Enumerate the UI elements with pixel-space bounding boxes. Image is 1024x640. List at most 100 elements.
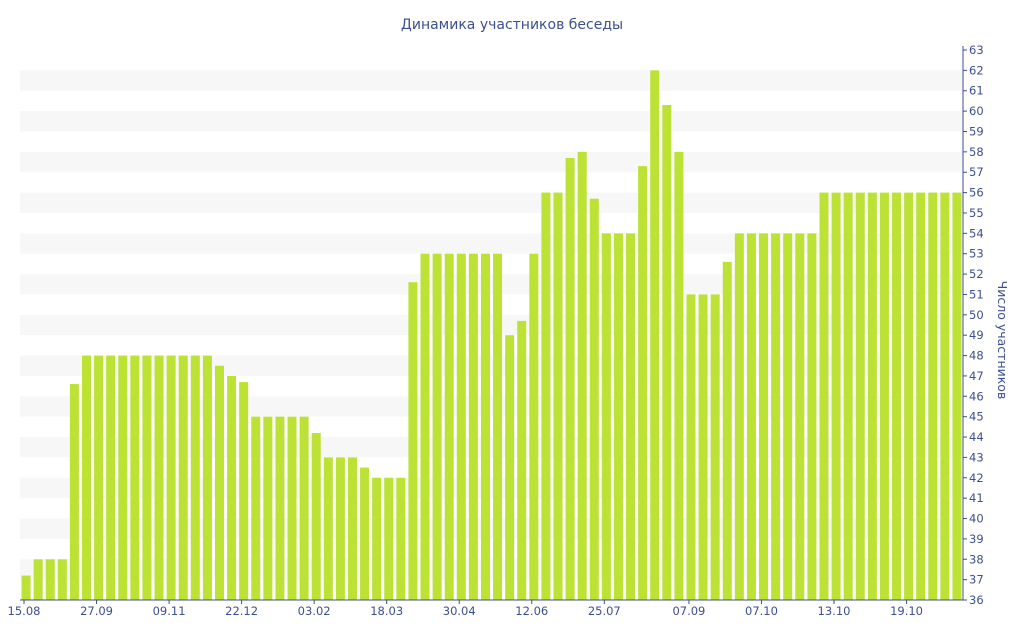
x-tick-label: 15.08	[8, 604, 41, 618]
bar	[57, 559, 67, 600]
bar	[45, 559, 55, 600]
bar	[892, 192, 902, 600]
y-tick-label: 52	[969, 267, 984, 281]
bar	[613, 233, 623, 601]
grid-band	[20, 151, 963, 173]
grid-band	[20, 70, 963, 91]
y-tick-label: 47	[969, 369, 984, 383]
bar	[553, 192, 563, 600]
bar	[819, 192, 829, 600]
grid-band	[20, 192, 963, 213]
bar	[867, 192, 877, 600]
y-tick-label: 38	[969, 552, 984, 566]
bar	[541, 192, 551, 600]
y-tick-label: 55	[969, 206, 984, 220]
y-tick-label: 50	[969, 308, 984, 322]
bar	[154, 355, 164, 600]
y-tick-label: 37	[969, 573, 984, 587]
bar	[263, 416, 273, 600]
y-tick-label: 40	[969, 512, 984, 526]
x-axis-ticks: 15.08 27.09 09.11 22.12 03.02 18.03 30.04 12.06…	[8, 600, 923, 618]
bar	[106, 355, 116, 600]
bar	[335, 457, 345, 600]
x-tick-label: 22.12	[225, 604, 258, 618]
bar	[69, 384, 79, 600]
x-tick-label: 07.09	[672, 604, 705, 618]
x-tick-label: 19.10	[890, 604, 923, 618]
x-tick-label: 18.03	[370, 604, 403, 618]
y-tick-label: 63	[969, 43, 984, 57]
bar	[202, 355, 212, 600]
bar	[759, 233, 769, 601]
y-tick-label: 59	[969, 124, 984, 138]
bar	[771, 233, 781, 601]
bar	[372, 477, 382, 600]
bar	[843, 192, 853, 600]
bar	[589, 198, 599, 600]
bar	[118, 355, 128, 600]
y-tick-label: 44	[969, 430, 984, 444]
bar	[795, 233, 805, 601]
y-tick-label: 41	[969, 491, 984, 505]
y-tick-label: 60	[969, 104, 984, 118]
bar	[166, 355, 176, 600]
bar	[468, 253, 478, 600]
bar	[710, 294, 720, 600]
y-axis-ticks: 36 37 38 39 40 41 42 43 44 45 46 47 48 49 50 51 52 53 54 55…	[963, 43, 984, 607]
bar	[142, 355, 152, 600]
bar	[456, 253, 466, 600]
bar	[734, 233, 744, 601]
bar	[529, 253, 539, 600]
bar	[480, 253, 490, 600]
bar-series	[21, 70, 962, 601]
x-tick-label: 27.09	[80, 604, 113, 618]
y-tick-label: 42	[969, 471, 984, 485]
x-tick-label: 12.06	[515, 604, 548, 618]
bar	[214, 365, 224, 600]
bar	[904, 192, 914, 600]
bar	[287, 416, 297, 600]
bar	[178, 355, 188, 600]
bar	[384, 477, 394, 600]
bar	[783, 233, 793, 601]
bar	[916, 192, 926, 600]
bar	[408, 282, 418, 600]
bar	[879, 192, 889, 600]
bar	[227, 375, 237, 600]
bar	[275, 416, 285, 600]
bar	[360, 467, 370, 600]
bar	[396, 477, 406, 600]
x-tick-label: 13.10	[818, 604, 851, 618]
y-tick-label: 58	[969, 145, 984, 159]
bar	[638, 166, 648, 600]
bar	[626, 233, 636, 601]
y-tick-label: 51	[969, 287, 984, 301]
y-tick-label: 54	[969, 226, 984, 240]
bar	[722, 261, 732, 600]
bar	[746, 233, 756, 601]
grid-band	[20, 111, 963, 132]
bar	[130, 355, 140, 600]
bar	[698, 294, 708, 600]
y-tick-label: 49	[969, 328, 984, 342]
x-tick-label: 25.07	[588, 604, 621, 618]
bar	[94, 355, 104, 600]
chart-title: Динамика участников беседы	[401, 17, 623, 33]
bar	[650, 70, 660, 601]
bar	[577, 151, 587, 600]
bar	[807, 233, 817, 601]
y-tick-label: 36	[969, 593, 984, 607]
bar	[662, 105, 672, 600]
y-tick-label: 43	[969, 450, 984, 464]
bar	[686, 294, 696, 600]
bar	[21, 575, 31, 600]
x-tick-label: 03.02	[298, 604, 331, 618]
x-tick-label: 09.11	[153, 604, 186, 618]
bar	[928, 192, 938, 600]
bar	[190, 355, 200, 600]
bar	[347, 457, 357, 600]
bar	[444, 253, 454, 600]
y-tick-label: 45	[969, 410, 984, 424]
y-tick-label: 48	[969, 349, 984, 363]
